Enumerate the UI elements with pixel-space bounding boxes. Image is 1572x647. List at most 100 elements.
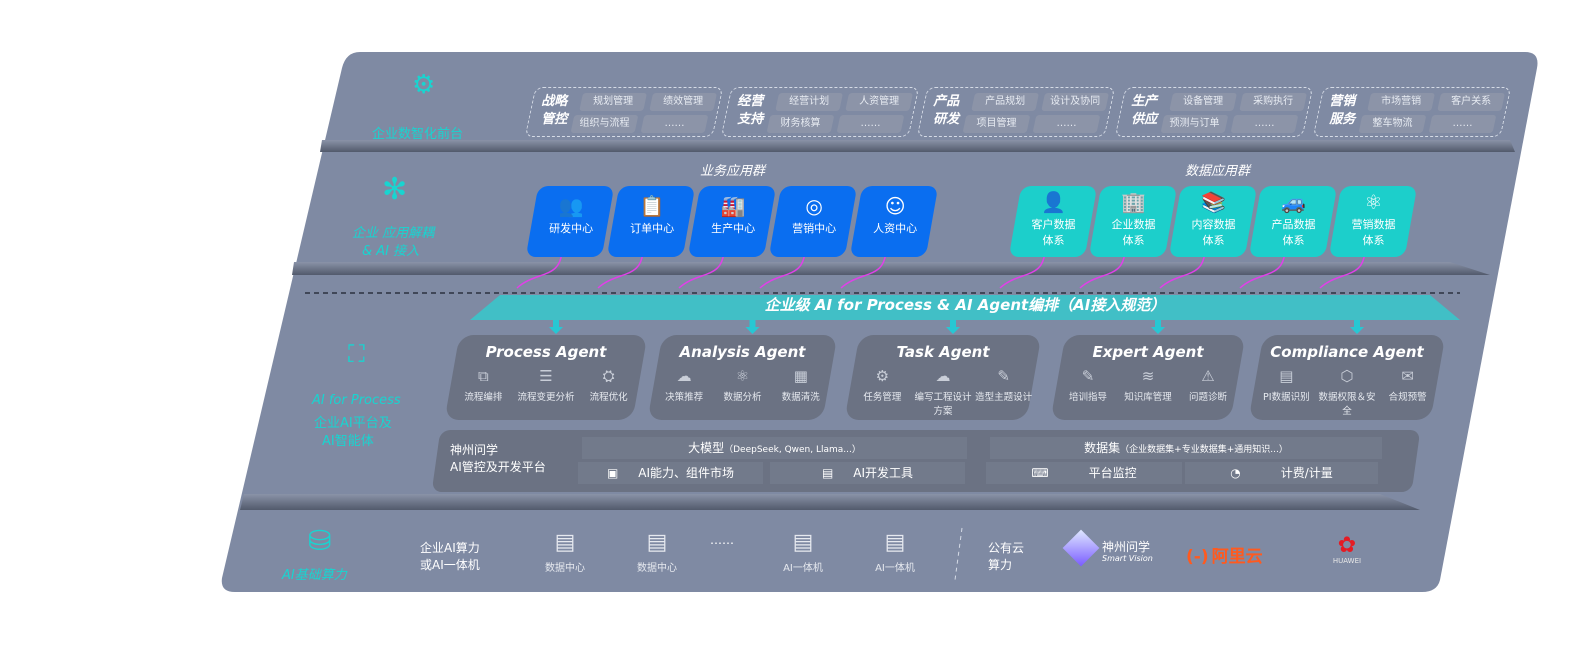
business-app-card[interactable]: ◎ 营销中心	[768, 186, 858, 257]
card-label: 订单中心	[630, 222, 675, 235]
function-chip[interactable]: 设计及协同	[1041, 93, 1110, 111]
agent-capability: ⬡ 数据权限＆安全	[1317, 367, 1377, 417]
capability-label: 数据清洗	[781, 392, 820, 403]
function-chip[interactable]: ……	[640, 115, 709, 133]
function-chip[interactable]: 组织与流程	[570, 115, 639, 133]
function-chip[interactable]: 人资管理	[845, 93, 914, 111]
function-chip[interactable]: ……	[836, 115, 905, 133]
brain-icon: ⚙	[412, 70, 436, 100]
capability-icon: ✎	[1081, 367, 1095, 385]
function-chip[interactable]: 采购执行	[1239, 93, 1308, 111]
agent-card[interactable]: Task Agent ⚙ 任务管理 ☁ 编写工程设计方案 ✎ 造型主题设计	[844, 335, 1042, 420]
agent-capability: ☰ 流程变更分析	[515, 367, 577, 403]
billing-label: 计费/计量	[1280, 466, 1333, 480]
chip-label: 产品规划	[985, 96, 1026, 107]
devtools-bar[interactable]: ▤ AI开发工具	[770, 462, 965, 484]
agent-name: Task Agent	[896, 343, 990, 361]
tier4-label: AI基础算力	[282, 568, 347, 583]
chip-label: 整车物流	[1372, 118, 1413, 129]
capability-label: 问题诊断	[1188, 392, 1227, 403]
users-icon: 👥	[558, 194, 584, 218]
capability-label: 决策推荐	[665, 392, 704, 403]
capability-icon: ≋	[1141, 367, 1155, 385]
function-chip[interactable]: 客户关系	[1437, 93, 1506, 111]
capability-label: 流程变更分析	[517, 392, 575, 403]
billing-bar[interactable]: ◔ 计费/计量	[1185, 462, 1378, 484]
data-app-card[interactable]: 📚 内容数据 体系	[1168, 186, 1258, 257]
chip-label: 绩效管理	[663, 96, 704, 107]
capability-icon: ⧉	[477, 367, 489, 385]
function-chip[interactable]: 规划管理	[579, 93, 648, 111]
function-chip[interactable]: 绩效管理	[649, 93, 718, 111]
capability-label: 培训指导	[1068, 392, 1107, 403]
agent-capability: ⛭ 流程优化	[578, 367, 640, 403]
llm-note: （DeepSeek, Qwen, Llama...）	[724, 445, 861, 455]
function-chip[interactable]: 产品规划	[971, 93, 1040, 111]
monitor-bar[interactable]: ⌨ 平台监控	[986, 462, 1182, 484]
atom-icon: ⚛	[1364, 190, 1383, 214]
down-arrow-icon	[946, 320, 960, 334]
agent-capability: ☁ 决策推荐	[655, 367, 713, 403]
function-chip[interactable]: 预测与订单	[1160, 115, 1229, 133]
function-chip[interactable]: 项目管理	[962, 115, 1031, 133]
function-chip[interactable]: 整车物流	[1358, 115, 1427, 133]
function-chip[interactable]: 设备管理	[1169, 93, 1238, 111]
business-app-card[interactable]: 👥 研发中心	[525, 186, 615, 257]
server-label: AI一体机	[783, 563, 823, 574]
enterprise-compute: 企业AI算力 或AI一体机	[420, 540, 480, 574]
huawei-logo: ✿ HUAWEI	[1327, 533, 1367, 566]
agent-card[interactable]: Analysis Agent ☁ 决策推荐 ⚛ 数据分析 ▦ 数据清洗	[647, 335, 838, 420]
data-app-card[interactable]: ⚛ 营销数据 体系	[1328, 186, 1418, 257]
agent-capability: ☁ 编写工程设计方案	[913, 367, 973, 417]
chip-label: 市场营销	[1381, 96, 1422, 107]
server-icon: ▤	[792, 530, 814, 555]
compute-line-1: 企业AI算力	[420, 541, 480, 555]
business-apps-title: 业务应用群	[700, 164, 766, 179]
data-app-card[interactable]: 🏢 企业数据 体系	[1088, 186, 1178, 257]
agent-name: Expert Agent	[1092, 343, 1204, 361]
agent-card[interactable]: Compliance Agent ▤ PI数据识别 ⬡ 数据权限＆安全 ✉ 合规预警	[1248, 335, 1446, 420]
card-label: 营销中心	[792, 222, 837, 235]
person-icon: ☺	[884, 194, 906, 218]
building-icon: 🏢	[1120, 190, 1146, 214]
chip-label: 组织与流程	[579, 118, 630, 129]
function-chip[interactable]: 市场营销	[1367, 93, 1436, 111]
agent-card[interactable]: Expert Agent ✎ 培训指导 ≋ 知识库管理 ⚠ 问题诊断	[1050, 335, 1246, 420]
card-label-1: 客户数据	[1031, 218, 1076, 231]
function-chip[interactable]: 经营计划	[775, 93, 844, 111]
agent-capability: ⚙ 任务管理	[852, 367, 912, 417]
business-app-card[interactable]: 🏭 生产中心	[687, 186, 777, 257]
tier3-label-3: AI智能体	[322, 434, 374, 449]
clipboard-icon: 📋	[639, 194, 665, 218]
dataset-label: 数据集	[1084, 441, 1121, 455]
huawei-petals-icon: ✿	[1337, 533, 1357, 558]
agent-name: Compliance Agent	[1270, 343, 1424, 361]
business-app-card[interactable]: 📋 订单中心	[606, 186, 696, 257]
devtools-label: AI开发工具	[853, 466, 914, 480]
laptop-icon: ⌨	[1031, 466, 1049, 480]
business-app-card[interactable]: ☺ 人资中心	[849, 186, 939, 257]
agent-capability: ✎ 培训指导	[1058, 367, 1117, 403]
function-chip[interactable]: ……	[1230, 115, 1299, 133]
market-bar[interactable]: ▣ AI能力、组件市场	[578, 462, 763, 484]
card-label-2: 体系	[1282, 234, 1305, 247]
data-app-card[interactable]: 👤 客户数据 体系	[1008, 186, 1098, 257]
chip-label: 人资管理	[859, 96, 900, 107]
capability-label: 数据分析	[723, 392, 762, 403]
down-arrow-icon	[1350, 320, 1364, 334]
agent-card[interactable]: Process Agent ⧉ 流程编排 ☰ 流程变更分析 ⛭ 流程优化	[444, 335, 648, 420]
card-label-2: 体系	[1362, 234, 1385, 247]
server-icon: ▤	[884, 530, 906, 555]
tier3-label-2: 企业AI平台及	[314, 416, 392, 431]
function-chip[interactable]: 财务核算	[766, 115, 835, 133]
function-chip[interactable]: ……	[1428, 115, 1497, 133]
platform-title-2: AI管控及开发平台	[450, 460, 546, 474]
chip-label: 经营计划	[789, 96, 830, 107]
agent-name: Analysis Agent	[679, 343, 806, 361]
card-label: 人资中心	[873, 222, 918, 235]
function-chip[interactable]: ……	[1032, 115, 1101, 133]
data-app-card[interactable]: 🚙 产品数据 体系	[1248, 186, 1338, 257]
group-title: 战略管控	[541, 94, 568, 127]
books-icon: 📚	[1200, 190, 1226, 214]
agent-capability: ⚠ 问题诊断	[1178, 367, 1237, 403]
